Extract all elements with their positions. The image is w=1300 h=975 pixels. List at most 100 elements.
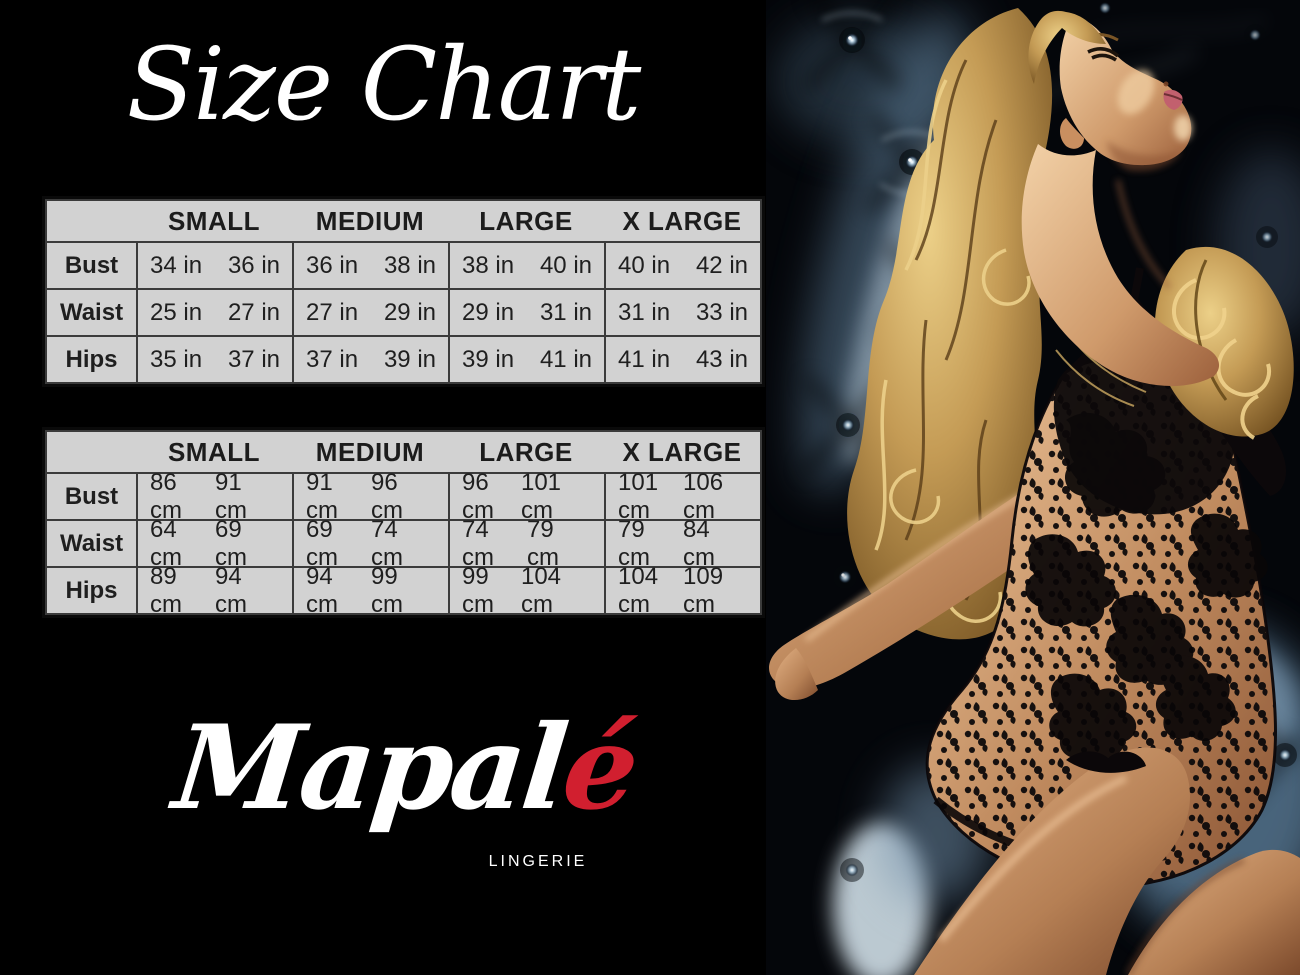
header-medium: MEDIUM	[315, 205, 425, 236]
table-header-row: SMALL MEDIUM LARGE X LARGE	[47, 201, 760, 241]
size-value: 42 in	[695, 251, 748, 279]
size-value: 94 cm	[215, 562, 247, 618]
size-cell: 39 in 41 in	[450, 337, 604, 382]
size-value: 40 in	[618, 251, 671, 279]
size-cell: 74 cm 79 cm	[450, 516, 604, 571]
model-thigh	[914, 747, 1190, 975]
size-value: 74 cm	[462, 515, 494, 571]
size-value: 31 in	[539, 298, 592, 326]
size-value: 37 in	[306, 345, 359, 373]
size-value: 86 cm	[150, 468, 182, 524]
size-value: 36 in	[306, 251, 359, 279]
page-title: Size Chart	[126, 26, 642, 143]
size-value: 96 cm	[371, 468, 403, 524]
row-label: Bust	[47, 243, 136, 288]
size-cell: 34 in 36 in	[138, 243, 292, 288]
size-value: 38 in	[462, 251, 515, 279]
row-label: Waist	[47, 290, 136, 335]
size-value: 74 cm	[371, 515, 403, 571]
size-cell: 64 cm 69 cm	[138, 516, 292, 571]
size-value: 69 cm	[215, 515, 247, 571]
size-value: 38 in	[383, 251, 436, 279]
size-cell: 101 cm 106 cm	[606, 469, 760, 524]
size-value: 64 cm	[150, 515, 182, 571]
row-label: Waist	[47, 521, 136, 566]
size-cell: 37 in 39 in	[294, 337, 448, 382]
size-value: 31 in	[618, 298, 671, 326]
model-ear	[1060, 118, 1084, 149]
size-value: 39 in	[383, 345, 436, 373]
header-xlarge: X LARGE	[622, 205, 742, 236]
row-label: Bust	[47, 474, 136, 519]
size-value: 25 in	[150, 298, 203, 326]
size-value: 79 cm	[618, 515, 650, 571]
size-value: 41 in	[539, 345, 592, 373]
size-value: 43 in	[695, 345, 748, 373]
size-value: 91 cm	[215, 468, 247, 524]
size-value: 37 in	[227, 345, 280, 373]
row-label: Hips	[47, 568, 136, 613]
table-body: Bust 86 cm 91 cm 91 cm 96 cm 96 cm 101 cm 1…	[47, 469, 760, 618]
size-value: 99 cm	[371, 562, 403, 618]
header-large: LARGE	[479, 205, 573, 236]
size-cell: 41 in 43 in	[606, 337, 760, 382]
size-value: 33 in	[695, 298, 748, 326]
size-cell: 38 in 40 in	[450, 243, 604, 288]
brand-wordmark: Mapalé	[0, 700, 795, 836]
size-cell: 99 cm 104 cm	[450, 563, 604, 618]
size-cell: 104 cm 109 cm	[606, 563, 760, 618]
size-value: 41 in	[618, 345, 671, 373]
size-cell: 29 in 31 in	[450, 290, 604, 335]
brand-wordmark-white: Mapal	[167, 700, 572, 836]
size-value: 96 cm	[462, 468, 494, 524]
brand-wordmark-accent: é	[556, 700, 643, 836]
size-value: 91 cm	[306, 468, 338, 524]
model-photo-illustration	[766, 0, 1300, 975]
size-cell: 40 in 42 in	[606, 243, 760, 288]
model-photo	[766, 0, 1300, 975]
table-header-row: SMALL MEDIUM LARGE X LARGE	[47, 432, 760, 472]
size-table-inches: SMALL MEDIUM LARGE X LARGE Bust 34 in 36 …	[42, 196, 765, 387]
header-medium: MEDIUM	[315, 436, 425, 467]
size-value: 101 cm	[520, 468, 562, 524]
size-value: 84 cm	[683, 515, 715, 571]
header-large: LARGE	[479, 436, 573, 467]
size-value: 34 in	[150, 251, 203, 279]
size-value: 89 cm	[150, 562, 182, 618]
size-value: 109 cm	[683, 562, 724, 618]
size-table-centimeters: SMALL MEDIUM LARGE X LARGE Bust 86 cm 91 …	[42, 427, 765, 618]
size-value: 27 in	[227, 298, 280, 326]
size-value: 104 cm	[618, 562, 659, 618]
size-cell: 31 in 33 in	[606, 290, 760, 335]
size-cell: 96 cm 101 cm	[450, 469, 604, 524]
size-cell: 25 in 27 in	[138, 290, 292, 335]
model-calf	[1128, 849, 1300, 975]
size-value: 35 in	[150, 345, 203, 373]
size-value: 99 cm	[462, 562, 494, 618]
size-value: 27 in	[306, 298, 359, 326]
size-cell: 36 in 38 in	[294, 243, 448, 288]
size-cell: 27 in 29 in	[294, 290, 448, 335]
eye-lashes	[1087, 47, 1120, 62]
size-value: 69 cm	[306, 515, 338, 571]
size-value: 29 in	[383, 298, 436, 326]
size-value: 36 in	[227, 251, 280, 279]
header-small: SMALL	[167, 205, 261, 236]
size-cell: 89 cm 94 cm	[138, 563, 292, 618]
table-body: Bust 34 in 36 in 36 in 38 in 38 in 40 in 40…	[47, 243, 760, 382]
size-cell: 79 cm 84 cm	[606, 516, 760, 571]
size-cell: 86 cm 91 cm	[138, 469, 292, 524]
size-cell: 69 cm 74 cm	[294, 516, 448, 571]
size-cell: 94 cm 99 cm	[294, 563, 448, 618]
size-value: 29 in	[462, 298, 515, 326]
model-neck	[1021, 144, 1220, 387]
size-value: 106 cm	[683, 468, 724, 524]
size-value: 94 cm	[306, 562, 338, 618]
header-small: SMALL	[167, 436, 261, 467]
size-value: 79 cm	[527, 515, 559, 571]
row-label: Hips	[47, 337, 136, 382]
size-value: 104 cm	[520, 562, 562, 618]
header-xlarge: X LARGE	[622, 436, 742, 467]
model-hand	[775, 648, 818, 701]
brand-tagline: LINGERIE	[488, 853, 588, 870]
